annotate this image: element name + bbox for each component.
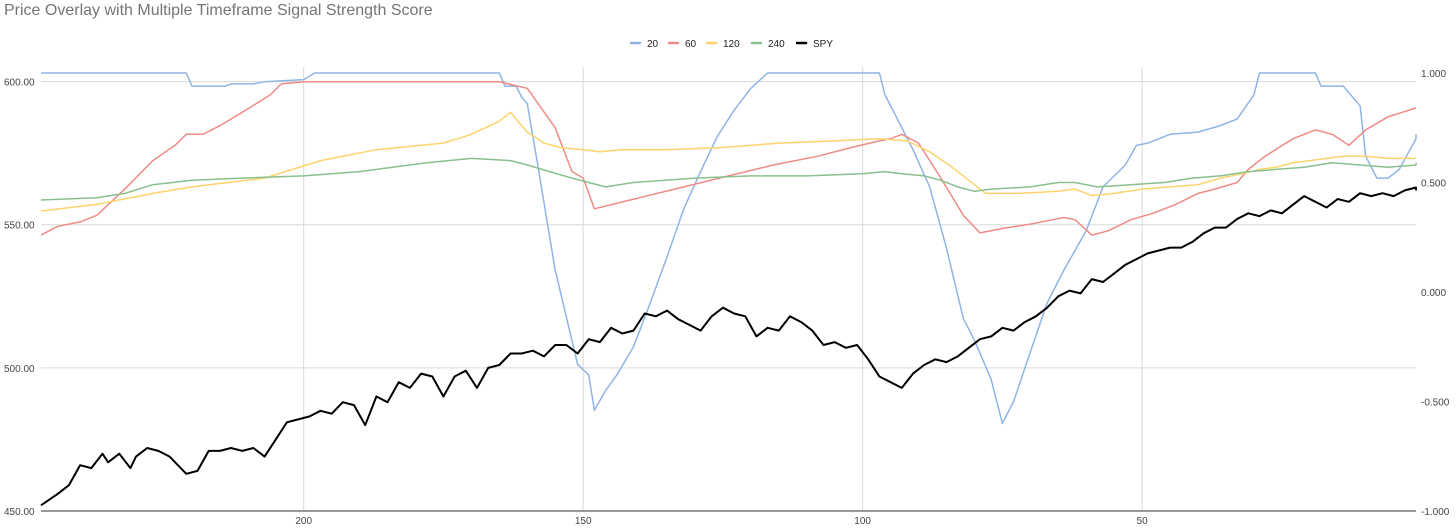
right-axis-ticks: -1.000 -0.500 0.000 0.500 1.000 (1421, 69, 1450, 518)
left-tick-label: 450.00 (4, 507, 35, 518)
series-line-120 (40, 111, 1416, 212)
x-tick-label: 100 (854, 516, 871, 527)
x-tick-label: 150 (575, 516, 592, 527)
x-axis-ticks: 200 150 100 50 (295, 516, 1148, 527)
x-tick-label: 200 (295, 516, 312, 527)
right-tick-label: 0.500 (1421, 179, 1446, 190)
left-tick-label: 500.00 (4, 364, 35, 375)
x-tick-label: 50 (1137, 516, 1149, 527)
legend-label-spy: SPY (813, 39, 833, 50)
chart-title: Price Overlay with Multiple Timeframe Si… (4, 2, 433, 19)
right-tick-label: -1.000 (1421, 507, 1450, 518)
right-tick-label: 1.000 (1421, 69, 1446, 80)
legend-label-120: 120 (723, 39, 740, 50)
left-tick-label: 600.00 (4, 78, 35, 89)
right-tick-label: -0.500 (1421, 398, 1450, 409)
left-axis-ticks: 450.00 500.00 550.00 600.00 (4, 78, 35, 518)
series-line-60 (40, 81, 1417, 236)
series-line-20 (41, 72, 1417, 425)
legend: 20 60 120 240 SPY (629, 39, 833, 50)
grid-lines (41, 67, 1416, 512)
series-line-spy (40, 186, 1417, 507)
right-tick-label: 0.000 (1421, 288, 1446, 299)
legend-label-20: 20 (647, 39, 659, 50)
legend-label-60: 60 (685, 39, 697, 50)
series-lines (40, 72, 1417, 507)
series-line-240 (40, 157, 1417, 201)
legend-label-240: 240 (768, 39, 785, 50)
left-tick-label: 550.00 (4, 221, 35, 232)
